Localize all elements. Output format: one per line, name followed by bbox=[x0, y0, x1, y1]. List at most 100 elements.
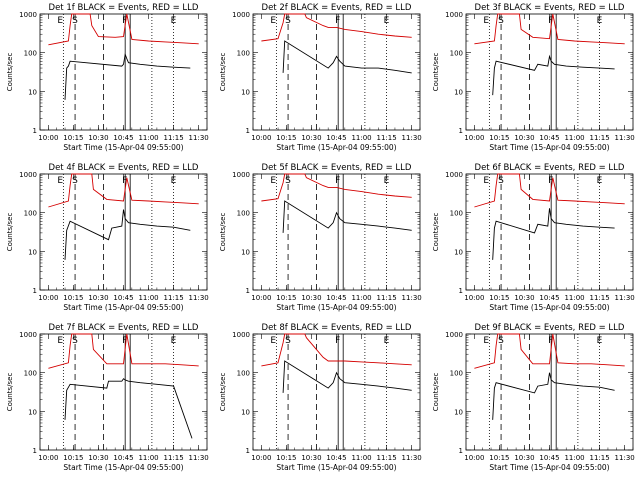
y-tick-label: 1000 bbox=[232, 171, 250, 179]
y-tick-label: 100 bbox=[450, 50, 463, 58]
x-tick-label: 10:15 bbox=[489, 294, 509, 302]
x-tick-label: 11:00 bbox=[138, 454, 158, 462]
x-axis-label: Start Time (15-Apr-04 09:55:00) bbox=[276, 463, 396, 472]
event-marker-label: E bbox=[270, 16, 276, 26]
event-marker-label: F bbox=[122, 16, 127, 26]
y-tick-label: 1000 bbox=[19, 331, 37, 339]
panel-2: Det 2f BLACK = Events, RED = LLD 1 10 100 10… bbox=[219, 3, 422, 152]
x-tick-label: 10:45 bbox=[113, 294, 133, 302]
y-axis-label: Counts/sec bbox=[219, 53, 227, 92]
panel-title: Det 5f BLACK = Events, RED = LLD bbox=[262, 163, 412, 173]
lld-series-line bbox=[474, 333, 625, 369]
event-marker-label: S bbox=[72, 176, 78, 186]
x-tick-label: 10:00 bbox=[38, 134, 58, 142]
x-tick-label: 10:30 bbox=[88, 134, 108, 142]
panel-title: Det 6f BLACK = Events, RED = LLD bbox=[475, 163, 625, 173]
y-tick-label: 1000 bbox=[445, 331, 463, 339]
panel-9: Det 9f BLACK = Events, RED = LLD 1 10 100 10… bbox=[432, 323, 635, 472]
x-tick-label: 10:30 bbox=[514, 294, 534, 302]
event-marker-label: F bbox=[548, 16, 553, 26]
x-tick-label: 10:15 bbox=[63, 294, 83, 302]
event-marker-label: E bbox=[384, 336, 390, 346]
event-marker-label: E bbox=[171, 16, 177, 26]
panel-title: Det 1f BLACK = Events, RED = LLD bbox=[49, 3, 199, 13]
x-axis-label: Start Time (15-Apr-04 09:55:00) bbox=[489, 303, 609, 312]
events-series-line bbox=[282, 360, 412, 393]
y-tick-label: 1000 bbox=[19, 11, 37, 19]
axes-frame bbox=[252, 333, 421, 451]
panel-title: Det 8f BLACK = Events, RED = LLD bbox=[262, 323, 412, 333]
lld-series-line bbox=[48, 13, 199, 46]
event-marker-label: E bbox=[597, 16, 603, 26]
x-tick-label: 11:15 bbox=[164, 134, 184, 142]
x-tick-label: 11:00 bbox=[351, 294, 371, 302]
axes-frame bbox=[39, 333, 208, 451]
y-axis-label: Counts/sec bbox=[6, 53, 14, 92]
x-axis-label: Start Time (15-Apr-04 09:55:00) bbox=[489, 463, 609, 472]
x-tick-label: 11:30 bbox=[615, 294, 635, 302]
panel-title: Det 9f BLACK = Events, RED = LLD bbox=[475, 323, 625, 333]
x-tick-label: 11:30 bbox=[402, 454, 422, 462]
event-marker-label: F bbox=[335, 336, 340, 346]
x-tick-label: 10:30 bbox=[88, 294, 108, 302]
y-tick-label: 1 bbox=[459, 447, 463, 455]
lld-series-line bbox=[261, 333, 412, 367]
event-marker-label: F bbox=[335, 16, 340, 26]
x-tick-label: 11:00 bbox=[564, 454, 584, 462]
panel-title: Det 7f BLACK = Events, RED = LLD bbox=[49, 323, 199, 333]
y-axis-label: Counts/sec bbox=[219, 213, 227, 252]
x-tick-label: 11:30 bbox=[189, 294, 209, 302]
x-tick-label: 10:00 bbox=[251, 134, 271, 142]
x-axis-label: Start Time (15-Apr-04 09:55:00) bbox=[489, 143, 609, 152]
x-tick-label: 11:15 bbox=[590, 294, 610, 302]
x-tick-label: 11:00 bbox=[351, 454, 371, 462]
y-axis-label: Counts/sec bbox=[432, 53, 440, 92]
y-tick-label: 100 bbox=[450, 210, 463, 218]
y-axis-label: Counts/sec bbox=[219, 373, 227, 412]
x-tick-label: 11:00 bbox=[138, 134, 158, 142]
events-series-line bbox=[282, 40, 412, 74]
x-tick-label: 11:15 bbox=[377, 454, 397, 462]
x-axis-label: Start Time (15-Apr-04 09:55:00) bbox=[63, 143, 183, 152]
event-marker-label: F bbox=[335, 176, 340, 186]
panel-6: Det 6f BLACK = Events, RED = LLD 1 10 100 10… bbox=[432, 163, 635, 312]
x-tick-label: 10:45 bbox=[326, 134, 346, 142]
lld-series-line bbox=[474, 173, 625, 208]
x-tick-label: 11:15 bbox=[377, 294, 397, 302]
event-marker-label: S bbox=[285, 16, 291, 26]
y-tick-label: 100 bbox=[24, 210, 37, 218]
event-marker-label: E bbox=[483, 336, 489, 346]
x-tick-label: 10:45 bbox=[539, 134, 559, 142]
x-axis-label: Start Time (15-Apr-04 09:55:00) bbox=[63, 303, 183, 312]
panel-7: Det 7f BLACK = Events, RED = LLD 1 10 100 10… bbox=[6, 323, 209, 472]
y-tick-label: 1000 bbox=[19, 171, 37, 179]
y-tick-label: 1000 bbox=[232, 11, 250, 19]
x-tick-label: 10:15 bbox=[276, 454, 296, 462]
x-tick-label: 11:30 bbox=[402, 294, 422, 302]
y-tick-label: 1000 bbox=[232, 331, 250, 339]
panel-title: Det 4f BLACK = Events, RED = LLD bbox=[49, 163, 199, 173]
x-tick-label: 10:00 bbox=[38, 294, 58, 302]
event-marker-label: E bbox=[57, 176, 63, 186]
x-tick-label: 10:30 bbox=[301, 134, 321, 142]
axes-frame bbox=[465, 333, 634, 451]
panel-3: Det 3f BLACK = Events, RED = LLD 1 10 100 10… bbox=[432, 3, 635, 152]
panel-5: Det 5f BLACK = Events, RED = LLD 1 10 100 10… bbox=[219, 163, 422, 312]
y-tick-label: 10 bbox=[241, 408, 250, 416]
x-tick-label: 10:30 bbox=[301, 294, 321, 302]
y-tick-label: 10 bbox=[454, 408, 463, 416]
y-tick-label: 1000 bbox=[445, 171, 463, 179]
events-series-line bbox=[282, 200, 412, 233]
x-tick-label: 10:30 bbox=[88, 454, 108, 462]
y-axis-label: Counts/sec bbox=[6, 213, 14, 252]
x-tick-label: 10:45 bbox=[539, 294, 559, 302]
x-tick-label: 11:00 bbox=[564, 134, 584, 142]
x-tick-label: 10:00 bbox=[464, 454, 484, 462]
event-marker-label: S bbox=[498, 336, 504, 346]
event-marker-label: F bbox=[122, 176, 127, 186]
panel-title: Det 3f BLACK = Events, RED = LLD bbox=[475, 3, 625, 13]
event-marker-label: F bbox=[122, 336, 127, 346]
y-tick-label: 100 bbox=[237, 210, 250, 218]
y-tick-label: 1 bbox=[459, 127, 463, 135]
